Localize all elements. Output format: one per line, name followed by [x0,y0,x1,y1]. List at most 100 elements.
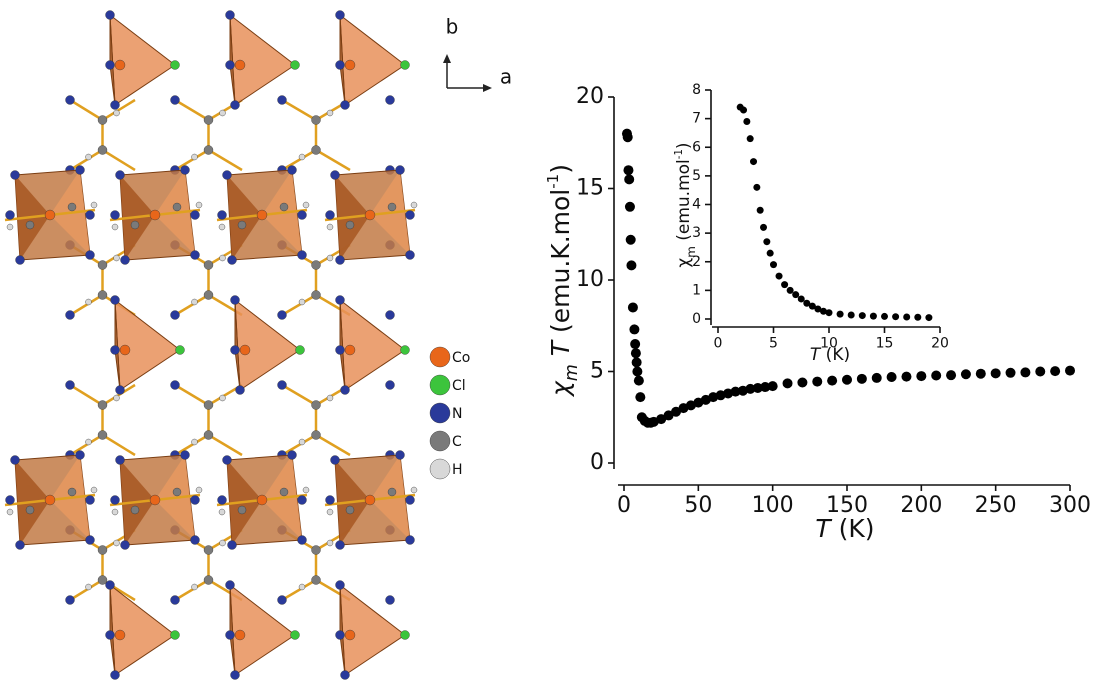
atom [257,495,267,505]
y-tick-label: 5 [590,359,604,384]
atom [115,60,125,70]
data-point [781,281,788,288]
y-axis-label-part: χ [674,258,694,268]
atom [312,261,321,270]
atom [231,101,240,110]
data-point [624,174,634,184]
atom [341,671,350,680]
atom [66,96,75,105]
atom [226,581,235,590]
atom [327,255,333,261]
atom [296,346,305,355]
atom [346,221,354,229]
bond [282,295,316,315]
bond [70,295,103,315]
atom [66,596,75,605]
atom [278,311,287,320]
y-axis-label-part: m [562,364,582,381]
atom [114,395,120,401]
chart: 05101520050100150200250300T (K)χm T (emu… [544,84,1092,543]
atom [238,221,246,229]
atom [365,210,375,220]
atom [98,546,107,555]
y-tick-label: 0 [590,450,604,475]
atom [406,496,415,505]
a-arrowhead [483,84,492,92]
axis-a-label: a [500,65,512,89]
atom [326,496,335,505]
atom [236,386,245,395]
atom [106,631,115,640]
bond [175,435,209,455]
atom [116,386,125,395]
atom [98,291,107,300]
atom [401,61,410,70]
atom [204,116,213,125]
atom [219,509,225,515]
data-point [625,202,635,212]
atom [226,11,235,20]
atom [280,203,288,211]
bond [316,435,350,455]
legend-swatch [430,347,450,367]
atom [191,496,200,505]
x-axis-label-part: (K) [831,514,875,543]
atom [196,202,202,208]
atom [111,671,120,680]
bond [282,580,316,600]
data-point [626,260,636,270]
atom [204,576,213,585]
atom [327,110,333,116]
atom [112,224,118,230]
atom [68,203,76,211]
chart: 01234567805101520T (K)χm (emu.mol-1) [674,82,949,365]
data-point [747,135,754,142]
atom [223,171,232,180]
data-point [881,313,888,320]
atom [150,210,160,220]
atom [7,224,13,230]
atom [331,456,340,465]
data-point [757,207,764,214]
data-point [842,375,852,385]
atom [231,671,240,680]
atom [111,101,120,110]
data-point [783,378,793,388]
atom [228,541,237,550]
atom [238,506,246,514]
data-point [1020,367,1030,377]
atom [91,202,97,208]
bond [175,385,209,405]
bond [282,435,316,455]
atom [191,251,200,260]
data-point [903,313,910,320]
atom [192,439,198,445]
axis-b-label: b [446,15,459,39]
atom [111,211,120,220]
atom [299,584,305,590]
atom [257,210,267,220]
atom [406,536,415,545]
figure: b a CoClNCH05101520050100150200250300T (… [0,0,1094,689]
legend-swatch [430,431,450,451]
atom [299,154,305,160]
atom [86,536,95,545]
atom [303,202,309,208]
atom [86,496,95,505]
atom [181,166,190,175]
atom [106,11,115,20]
atom [396,166,405,175]
bond [175,580,209,600]
atom [173,488,181,496]
atom [386,311,395,320]
atom [86,211,95,220]
legend-label: N [452,406,462,422]
data-point [632,367,642,377]
x-axis-label: T (K) [815,514,874,543]
atom [116,456,125,465]
atom [11,171,20,180]
atom [240,345,250,355]
atom [111,296,120,305]
data-point [623,165,633,175]
atom [112,509,118,515]
